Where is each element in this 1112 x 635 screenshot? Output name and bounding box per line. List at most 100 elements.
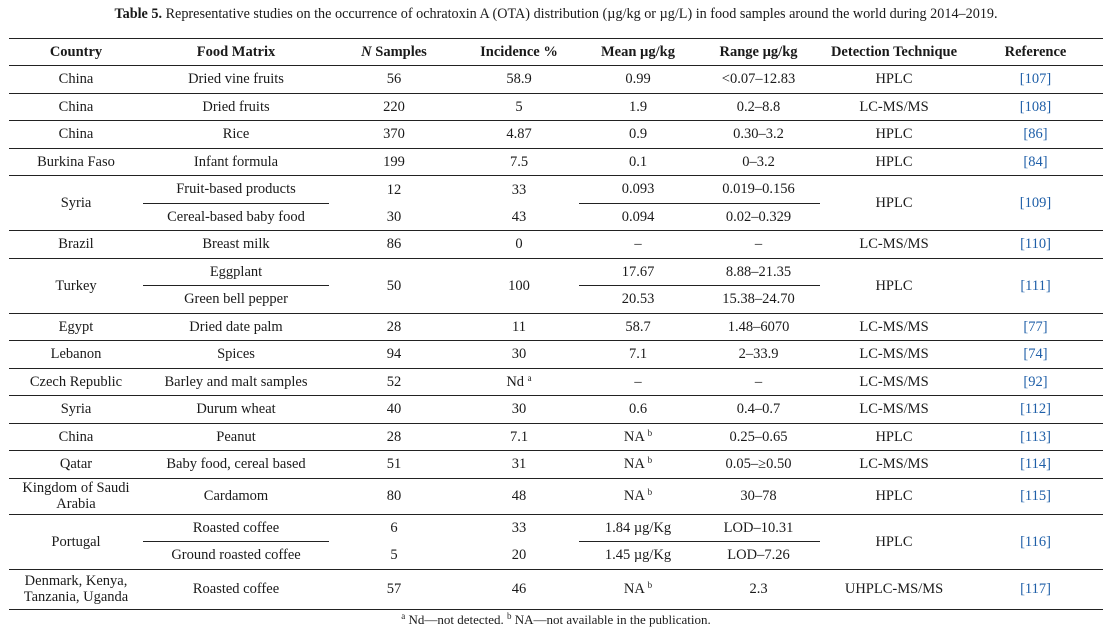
reference-link[interactable]: [110] (968, 230, 1103, 259)
cell-n: 40 (329, 395, 459, 424)
reference-link[interactable]: [115] (968, 478, 1103, 515)
cell-country: Lebanon (9, 340, 143, 369)
reference-link[interactable]: [117] (968, 569, 1103, 610)
cell-n: 56 (329, 65, 459, 94)
cell-country: Burkina Faso (9, 148, 143, 176)
cell-n: 94 (329, 340, 459, 369)
cell-incidence: 58.9 (459, 65, 579, 94)
cell-n: 57 (329, 569, 459, 610)
cell-technique: LC-MS/MS (820, 395, 968, 424)
cell-matrix: Infant formula (143, 148, 329, 176)
cell-matrix: Dried date palm (143, 313, 329, 341)
table-row: Ground roasted coffee 5 20 1.45 µg/Kg LO… (9, 541, 1103, 570)
table-row: Portugal Roasted coffee 6 33 1.84 µg/Kg … (9, 514, 1103, 570)
table-row: Qatar Baby food, cereal based 51 31 NA b… (9, 450, 1103, 479)
table-row: China Dried vine fruits 56 58.9 0.99 <0.… (9, 65, 1103, 94)
cell-country: Brazil (9, 230, 143, 259)
cell-range: 2.3 (697, 569, 820, 610)
ota-table: Country Food Matrix N Samples Incidence … (9, 38, 1103, 610)
cell-technique: HPLC (820, 514, 968, 570)
cell-country: Syria (9, 175, 143, 231)
reference-link[interactable]: [92] (968, 368, 1103, 396)
cell-range: 0.4–0.7 (697, 395, 820, 424)
reference-link[interactable]: [74] (968, 340, 1103, 369)
cell-incidence: 100 (459, 258, 579, 314)
cell-matrix: Peanut (143, 423, 329, 451)
cell-matrix: Barley and malt samples (143, 368, 329, 396)
header-range: Range µg/kg (697, 38, 820, 66)
cell-matrix: Baby food, cereal based (143, 450, 329, 479)
cell-country: Portugal (9, 514, 143, 570)
cell-n: 30 (329, 203, 459, 231)
table-row: Burkina Faso Infant formula 199 7.5 0.1 … (9, 148, 1103, 176)
cell-n: 5 (329, 541, 459, 570)
cell-country: Turkey (9, 258, 143, 314)
cell-technique: LC-MS/MS (820, 93, 968, 121)
cell-n: 220 (329, 93, 459, 121)
table-row: Turkey Eggplant 50 100 17.67 8.88–21.35 … (9, 258, 1103, 314)
cell-country: Denmark, Kenya, Tanzania, Uganda (9, 569, 143, 610)
reference-link[interactable]: [111] (968, 258, 1103, 314)
cell-matrix: Fruit-based products (143, 175, 329, 204)
cell-country: China (9, 65, 143, 94)
reference-link[interactable]: [84] (968, 148, 1103, 176)
cell-matrix: Spices (143, 340, 329, 369)
cell-range: LOD–10.31 (697, 514, 820, 542)
cell-matrix: Cardamom (143, 478, 329, 515)
cell-country: China (9, 120, 143, 149)
reference-link[interactable]: [107] (968, 65, 1103, 94)
cell-technique: LC-MS/MS (820, 230, 968, 259)
reference-link[interactable]: [112] (968, 395, 1103, 424)
table-row: Brazil Breast milk 86 0 – – LC-MS/MS [11… (9, 230, 1103, 259)
reference-link[interactable]: [116] (968, 514, 1103, 570)
reference-link[interactable]: [77] (968, 313, 1103, 341)
table-row: Denmark, Kenya, Tanzania, Uganda Roasted… (9, 569, 1103, 610)
cell-mean: 7.1 (579, 340, 697, 369)
cell-matrix: Durum wheat (143, 395, 329, 424)
header-reference: Reference (968, 38, 1103, 66)
cell-mean: 0.99 (579, 65, 697, 94)
cell-matrix: Roasted coffee (143, 569, 329, 610)
cell-mean: 0.9 (579, 120, 697, 149)
reference-link[interactable]: [109] (968, 175, 1103, 231)
cell-country: Egypt (9, 313, 143, 341)
table-caption: Table 5. Representative studies on the o… (0, 6, 1112, 23)
cell-range: 30–78 (697, 478, 820, 515)
cell-technique: LC-MS/MS (820, 368, 968, 396)
cell-technique: HPLC (820, 423, 968, 451)
cell-mean: NA b (579, 423, 697, 451)
reference-link[interactable]: [108] (968, 93, 1103, 121)
cell-incidence: 30 (459, 340, 579, 369)
reference-link[interactable]: [114] (968, 450, 1103, 479)
cell-range: 15.38–24.70 (697, 285, 820, 314)
cell-matrix: Dried fruits (143, 93, 329, 121)
cell-n: 12 (386, 181, 402, 198)
cell-incidence: 31 (459, 450, 579, 479)
cell-n: 51 (329, 450, 459, 479)
table-footnote: a Nd—not detected. b NA—not available in… (401, 611, 711, 628)
table-row: China Peanut 28 7.1 NA b 0.25–0.65 HPLC … (9, 423, 1103, 451)
cell-matrix: Roasted coffee (143, 514, 329, 542)
cell-range: 8.88–21.35 (697, 258, 820, 286)
cell-n: 28 (329, 313, 459, 341)
cell-incidence: 33 (511, 520, 527, 536)
table-row: Green bell pepper 20.53 15.38–24.70 (9, 285, 1103, 314)
cell-mean: 1.9 (579, 93, 697, 121)
cell-n: 50 (329, 258, 459, 314)
cell-incidence: 20 (459, 541, 579, 570)
cell-matrix: Breast milk (143, 230, 329, 259)
cell-mean: NA b (579, 478, 697, 515)
table-row: China Dried fruits 220 5 1.9 0.2–8.8 LC-… (9, 93, 1103, 121)
cell-matrix: Dried vine fruits (143, 65, 329, 94)
header-n-samples: N Samples (329, 38, 459, 66)
cell-mean: 0.093 (579, 175, 697, 204)
cell-range: – (697, 368, 820, 396)
cell-n: 86 (329, 230, 459, 259)
reference-link[interactable]: [113] (968, 423, 1103, 451)
table-row: Lebanon Spices 94 30 7.1 2–33.9 LC-MS/MS… (9, 340, 1103, 369)
cell-n: 6 (390, 520, 398, 536)
reference-link[interactable]: [86] (968, 120, 1103, 149)
cell-n: 199 (329, 148, 459, 176)
table-label: Table 5. (114, 6, 163, 22)
table-row: Syria Fruit-based products 12 33 0.093 0… (9, 175, 1103, 231)
